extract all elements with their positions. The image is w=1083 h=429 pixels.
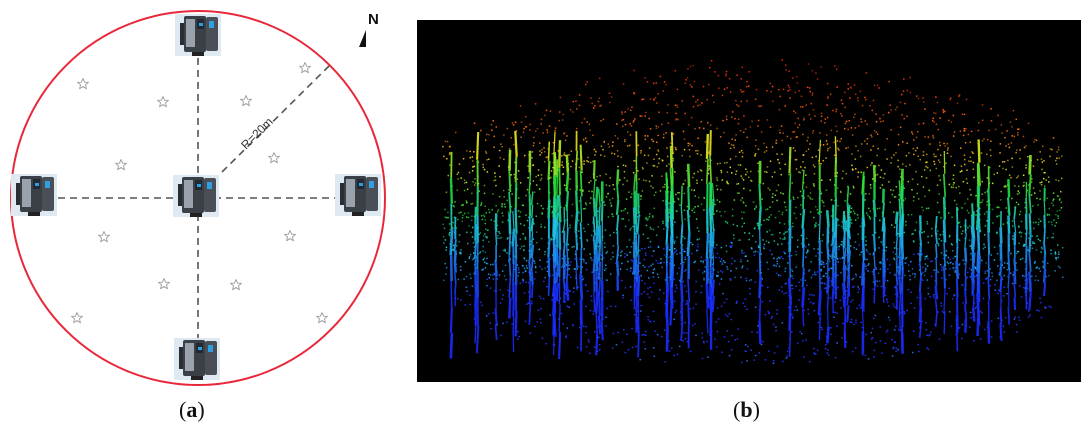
star-icon bbox=[268, 152, 280, 164]
scan-layout-diagram: R=20m N bbox=[10, 10, 386, 386]
point-cloud-background bbox=[417, 20, 1081, 382]
laser-scanner-icon bbox=[174, 338, 220, 380]
panel-a-caption: (a) bbox=[179, 397, 205, 422]
radius-line bbox=[221, 65, 330, 173]
star-icon bbox=[98, 231, 110, 243]
panel-b-caption: (b) bbox=[733, 397, 760, 422]
scan-lines bbox=[34, 34, 362, 362]
star-icon bbox=[284, 230, 296, 242]
canopy-points bbox=[442, 59, 1064, 282]
star-icon bbox=[299, 62, 311, 74]
star-icon bbox=[316, 312, 328, 324]
laser-scanner-icon bbox=[11, 174, 57, 216]
star-icon bbox=[158, 278, 170, 290]
star-icon bbox=[115, 159, 127, 171]
laser-scanner-icon bbox=[173, 175, 219, 217]
north-arrow-icon bbox=[359, 30, 366, 47]
star-icon bbox=[157, 96, 169, 108]
laser-scanner-icon bbox=[175, 14, 221, 56]
point-cloud-view bbox=[417, 20, 1081, 382]
star-icon bbox=[240, 95, 252, 107]
star-icon bbox=[77, 78, 89, 90]
north-label: N bbox=[368, 11, 379, 28]
ground-points bbox=[454, 241, 1052, 364]
tree-stems bbox=[449, 130, 1047, 360]
radius-label: R=20m bbox=[238, 115, 275, 152]
star-icon bbox=[71, 312, 83, 324]
star-icon bbox=[230, 279, 242, 291]
laser-scanner-icon bbox=[335, 174, 381, 216]
north-arrow: N bbox=[359, 11, 379, 47]
